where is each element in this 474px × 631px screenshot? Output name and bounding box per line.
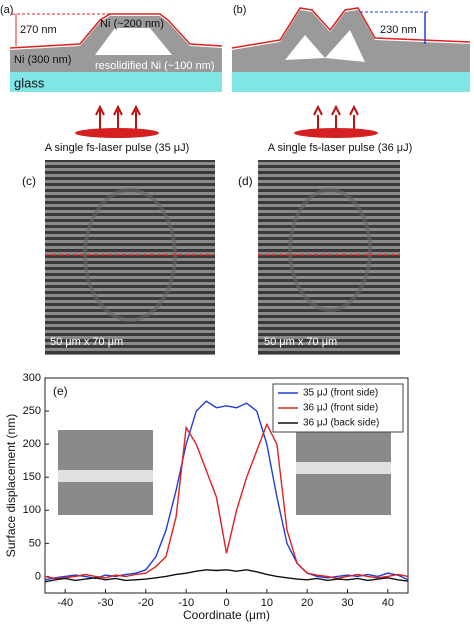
- caption: A single fs-laser pulse (35 μJ): [45, 142, 190, 154]
- x-axis-label: Coordinate (μm): [183, 608, 270, 622]
- x-tick-label: -10: [178, 597, 194, 609]
- caption: A single fs-laser pulse (36 μJ): [268, 142, 413, 154]
- inset-image: [58, 470, 153, 482]
- y-tick-label: 50: [29, 537, 41, 549]
- y-tick-label: 100: [23, 504, 41, 516]
- panel-c: (c) 50 μm x 70 μm: [22, 160, 215, 355]
- x-tick-label: -40: [57, 597, 73, 609]
- annotation: resolidified Ni (~100 nm): [95, 60, 215, 72]
- y-tick-label: 300: [23, 372, 41, 384]
- legend-label: 36 μJ (back side): [303, 418, 379, 429]
- annotation: Ni (300 nm): [14, 54, 71, 66]
- x-tick-label: 30: [341, 597, 353, 609]
- chart: -40 -30 -20 -10 0 10 20 30 40 0 50 100 150 200 250 300 C…: [4, 372, 409, 622]
- legend-label: 36 μJ (front side): [303, 403, 378, 414]
- panel-label: (c): [22, 174, 36, 188]
- panel-d: (d) 50 μm x 70 μm: [238, 160, 400, 355]
- x-tick-label: 20: [301, 597, 313, 609]
- panel-b: (b) 230 nm A single fs-laser pulse (36 μ…: [231, 4, 471, 154]
- x-tick-label: 40: [382, 597, 394, 609]
- panel-label: (a): [0, 4, 13, 16]
- series-line: [44, 422, 409, 580]
- panel-label: (d): [238, 174, 253, 188]
- panel-a: (a) 270 nm Ni (~200 nm) Ni (300 nm) reso…: [0, 4, 223, 154]
- y-tick-label: 200: [23, 438, 41, 450]
- x-tick-label: -30: [98, 597, 114, 609]
- annotation: glass: [14, 75, 45, 90]
- x-tick-label: -20: [138, 597, 154, 609]
- scale-label: 50 μm x 70 μm: [264, 336, 337, 348]
- y-tick-label: 150: [23, 471, 41, 483]
- annotation: 270 nm: [20, 24, 57, 36]
- y-axis-label: Surface displacement (nm): [4, 414, 18, 557]
- inset-image: [296, 462, 391, 474]
- panel-label: (b): [233, 4, 246, 16]
- annotation: Ni (~200 nm): [100, 18, 164, 30]
- x-tick-label: 0: [223, 597, 229, 609]
- y-tick-label: 250: [23, 405, 41, 417]
- series-line: [44, 569, 409, 583]
- annotation: 230 nm: [380, 24, 417, 36]
- series-line: [44, 400, 409, 581]
- panel-label: (e): [53, 384, 68, 398]
- x-tick-label: 10: [261, 597, 273, 609]
- legend-label: 35 μJ (front side): [303, 388, 378, 399]
- y-tick-label: 0: [35, 570, 41, 582]
- scale-label: 50 μm x 70 μm: [50, 336, 123, 348]
